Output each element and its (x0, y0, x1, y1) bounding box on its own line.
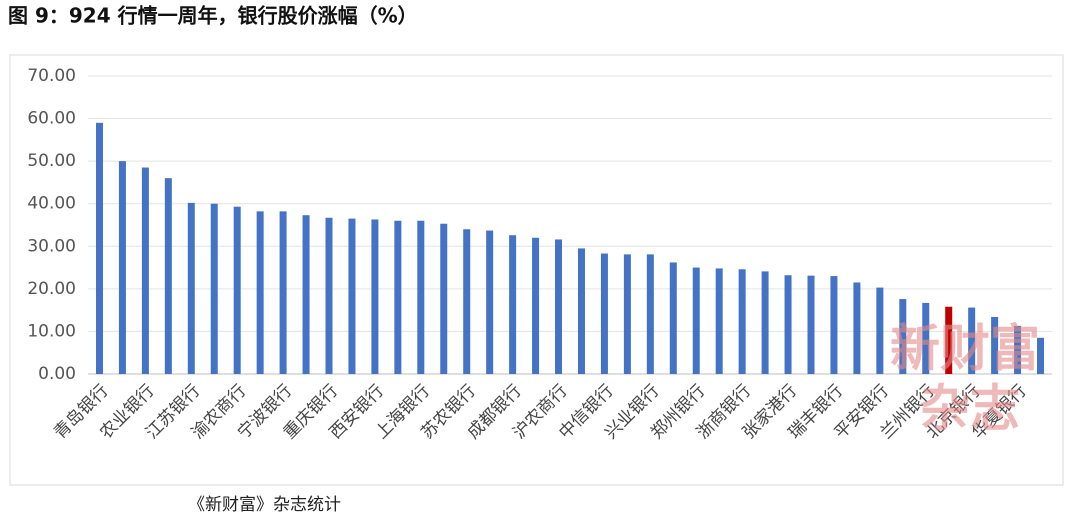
bar (233, 206, 241, 374)
y-tick-label: 30.00 (27, 236, 76, 256)
y-tick-label: 50.00 (27, 151, 76, 171)
bar (899, 299, 907, 374)
bar (394, 220, 402, 374)
y-tick-label: 0.00 (38, 364, 76, 384)
bar (417, 220, 425, 374)
bar (187, 202, 195, 374)
bar (922, 302, 930, 374)
bar (715, 268, 723, 374)
chart-title: 图 9：924 行情一周年，银行股价涨幅（%） (8, 4, 418, 28)
bar (784, 275, 792, 374)
bar (968, 307, 976, 374)
y-tick-label: 60.00 (27, 109, 76, 129)
bar (738, 269, 746, 374)
bar (669, 262, 677, 374)
bar (440, 223, 448, 374)
bar (1014, 325, 1022, 374)
bar (807, 275, 815, 374)
bar (210, 203, 218, 374)
chart-frame (9, 54, 1064, 486)
bar (623, 254, 631, 374)
y-tick-label: 10.00 (27, 321, 76, 341)
bar (532, 237, 540, 374)
bar (1037, 337, 1045, 374)
bar (164, 178, 172, 374)
bar (325, 217, 333, 374)
bar (646, 254, 654, 374)
bar (692, 267, 700, 374)
bar (486, 230, 494, 374)
y-tick-label: 40.00 (27, 194, 76, 214)
y-tick-label: 70.00 (27, 66, 76, 86)
bar (876, 287, 884, 374)
bar (761, 271, 769, 374)
plot: 0.0010.0020.0030.0040.0050.0060.0070.00青… (27, 66, 1052, 443)
bar (95, 122, 103, 374)
bar (945, 306, 953, 374)
bar (463, 229, 471, 374)
bar (600, 253, 608, 374)
bar (141, 167, 149, 374)
source-note: 《新财富》杂志统计 (188, 495, 341, 515)
watermark: 新财富 (890, 320, 1040, 378)
bar (256, 211, 264, 374)
bar (577, 248, 585, 374)
bar (302, 215, 310, 374)
bar (555, 239, 563, 374)
bar (991, 316, 999, 374)
bar (118, 161, 126, 374)
bar (853, 282, 861, 374)
bar (830, 276, 838, 374)
bar (348, 218, 356, 374)
y-tick-label: 20.00 (27, 279, 76, 299)
watermark: 杂志 (920, 380, 1020, 438)
bar (509, 235, 517, 374)
bar (371, 219, 379, 374)
bar (279, 211, 287, 374)
